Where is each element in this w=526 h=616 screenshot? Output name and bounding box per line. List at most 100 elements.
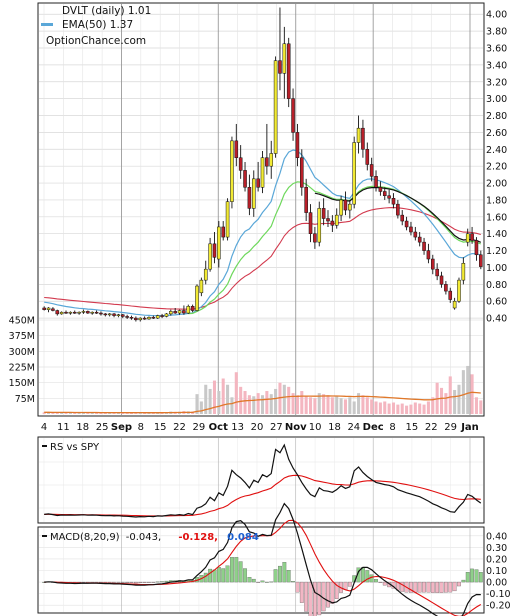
date-tick-label: 29 <box>193 422 206 433</box>
macd-tick-label: 0.10 <box>486 566 507 577</box>
date-tick-label: 27 <box>270 422 283 433</box>
date-tick-label: 18 <box>76 422 89 433</box>
candle-down <box>134 317 138 321</box>
macd-histogram-bar <box>234 557 239 583</box>
candle-up <box>59 311 64 315</box>
price-tick-label: 3.40 <box>486 60 507 71</box>
price-tick-label: 2.40 <box>486 145 507 156</box>
volume-bar <box>422 404 426 414</box>
volume-bar <box>151 412 155 414</box>
macd-value: -0.043, <box>126 532 161 543</box>
candle-down <box>426 250 431 260</box>
candle-down <box>474 240 479 256</box>
price-tick-label: 0.80 <box>486 280 507 291</box>
candle-up <box>169 311 173 315</box>
volume-bar <box>405 405 409 414</box>
macd-histogram-bar <box>409 581 413 593</box>
price-tick-label: 2.20 <box>486 162 507 173</box>
candle-up <box>465 233 470 243</box>
macd-histogram-bar <box>312 581 317 616</box>
volume-bar <box>47 412 51 414</box>
candle-up <box>225 201 230 238</box>
date-tick-label: 8 <box>138 422 144 433</box>
price-tick-label: 3.00 <box>486 94 507 105</box>
date-tick-label: Sep <box>111 422 132 433</box>
candle-down <box>265 157 269 167</box>
date-tick-label: Nov <box>285 422 307 433</box>
macd-tick-label: 0.00 <box>486 578 507 589</box>
candle-down <box>330 220 335 226</box>
candle-up <box>155 315 160 319</box>
rs-panel: RS vs SPY <box>37 436 485 524</box>
candle-up <box>339 199 343 216</box>
macd-histogram-bar <box>347 581 352 587</box>
candle-up <box>273 60 278 154</box>
volume-bar <box>252 396 256 414</box>
volume-bar <box>370 399 374 414</box>
volume-bar <box>60 412 64 414</box>
candle-up <box>81 311 86 313</box>
date-tick-label: Jan <box>460 422 479 433</box>
candle-down <box>55 310 60 315</box>
candle-up <box>116 314 121 316</box>
macd-histogram-bar <box>317 581 322 616</box>
volume-bar <box>348 397 352 414</box>
volume-bar <box>479 400 483 414</box>
volume-bar <box>383 401 387 414</box>
macd-histogram-bar <box>426 581 431 593</box>
macd-histogram-bar <box>452 581 457 592</box>
volume-bar <box>51 412 55 414</box>
date-tick-label: 24 <box>347 422 360 433</box>
price-tick-label: 2.80 <box>486 111 507 122</box>
volume-bar <box>243 391 247 414</box>
candle-up <box>352 142 356 205</box>
macd-histogram-bar <box>133 581 138 584</box>
volume-bar <box>282 384 286 414</box>
candle-down <box>42 307 46 310</box>
candle-down <box>120 314 125 317</box>
candle-up <box>147 317 151 320</box>
candle-up <box>203 268 208 281</box>
macd-histogram-bar <box>247 577 252 583</box>
candle-down <box>238 157 243 171</box>
macd-histogram-bar <box>308 581 313 616</box>
volume-bar <box>226 384 230 414</box>
rs-panel-frame <box>37 436 485 524</box>
macd-histogram-bar <box>125 581 130 583</box>
ema50-legend-swatch <box>41 23 53 26</box>
macd-histogram-bar <box>212 569 217 583</box>
volume-bar <box>212 380 216 414</box>
volume-bar <box>309 397 313 414</box>
volume-bar <box>453 389 457 414</box>
candles <box>42 7 483 322</box>
candle-down <box>326 218 330 222</box>
date-tick-label: 25 <box>96 422 109 433</box>
volume-bar <box>457 384 461 414</box>
watermark-text: OptionChance.com <box>46 35 146 47</box>
rs-title: RS vs SPY <box>50 442 100 453</box>
volume-bar <box>112 412 116 414</box>
volume-bar <box>400 403 404 414</box>
candle-down <box>99 312 103 315</box>
candle-up <box>46 307 51 310</box>
macd-panel: 0.400.300.200.100.00-0.10-0.20 MACD(8,20… <box>37 502 511 616</box>
candle-down <box>247 187 252 209</box>
macd-histogram-bar <box>99 581 103 583</box>
macd-histogram-bar <box>378 581 383 583</box>
volume-bar <box>444 393 448 414</box>
macd-histogram-bar <box>474 569 479 583</box>
volume-bar <box>335 396 339 414</box>
volume-tick-label: 300M <box>9 347 35 358</box>
macd-histogram-bar <box>142 581 147 583</box>
date-tick-label: 13 <box>231 422 244 433</box>
volume-bar <box>357 393 361 414</box>
macd-histogram-bar <box>94 581 99 583</box>
macd-tick-label: 0.30 <box>486 543 507 554</box>
price-tick-label: 1.00 <box>486 263 507 274</box>
macd-histogram-bar <box>413 581 418 593</box>
candle-up <box>195 285 199 311</box>
price-tick-label: 0.60 <box>486 297 507 308</box>
volume-bar <box>68 412 72 414</box>
date-tick-label: Dec <box>363 422 384 433</box>
candle-up <box>90 311 94 314</box>
